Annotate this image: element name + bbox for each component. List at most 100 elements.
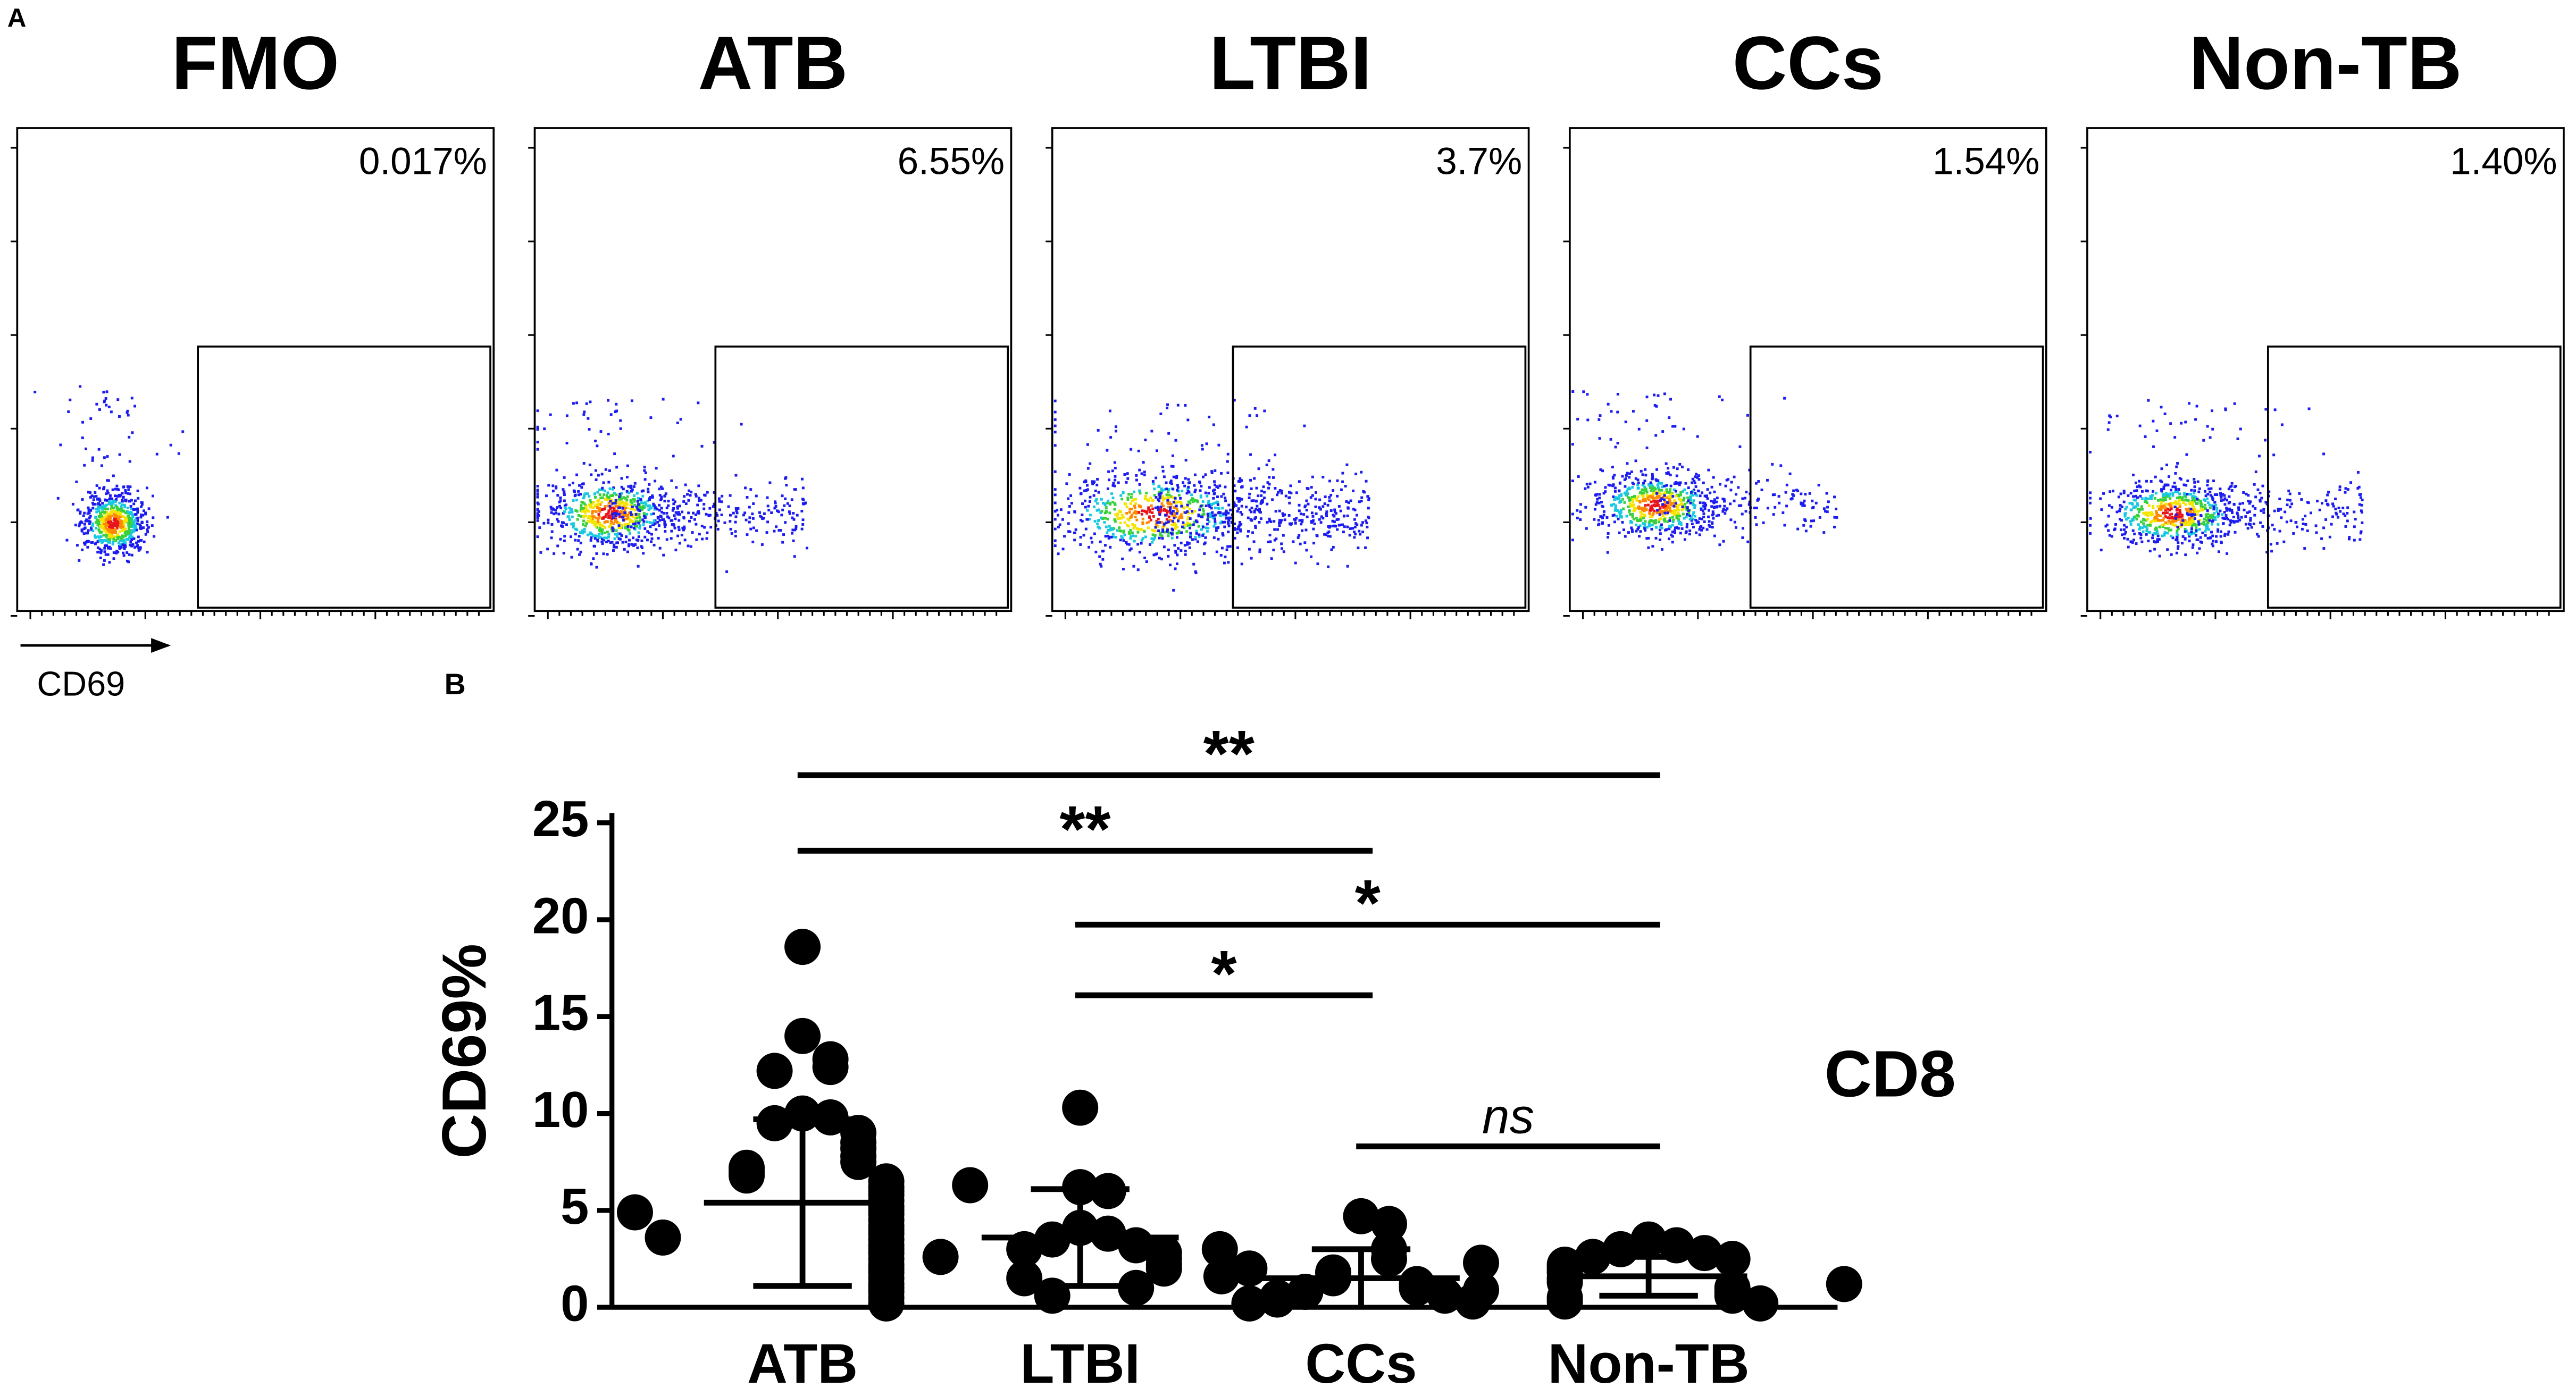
event-dot — [1125, 541, 1128, 544]
event-dot — [2216, 515, 2219, 518]
event-dot — [751, 512, 754, 516]
event-dot — [1635, 529, 1638, 533]
event-dot — [1299, 542, 1302, 545]
event-dot — [2139, 536, 2143, 540]
event-dot — [2261, 484, 2264, 487]
event-dot — [1214, 517, 1216, 520]
event-dot — [1147, 506, 1150, 509]
event-dot — [1644, 520, 1647, 523]
event-dot — [111, 497, 114, 500]
event-dot — [124, 511, 127, 515]
event-dot — [1211, 489, 1215, 492]
event-dot — [805, 546, 808, 550]
event-dot — [1114, 467, 1117, 469]
event-dot — [1070, 502, 1073, 505]
event-dot — [734, 534, 737, 537]
event-dot — [1161, 499, 1165, 502]
event-dot — [2193, 498, 2196, 501]
event-dot — [2272, 453, 2276, 457]
event-dot — [2359, 496, 2362, 499]
event-dot — [1123, 473, 1126, 476]
event-dot — [2176, 536, 2179, 539]
event-dot — [1214, 520, 1217, 523]
event-dot — [1067, 511, 1070, 514]
event-dot — [2289, 499, 2292, 502]
event-dot — [1631, 512, 1634, 516]
event-dot — [2174, 490, 2177, 493]
event-dot — [2199, 503, 2203, 507]
event-dot — [1111, 484, 1115, 487]
event-dot — [1576, 516, 1579, 519]
event-dot — [2134, 494, 2137, 498]
event-dot — [1663, 484, 1666, 487]
event-dot — [1611, 484, 1615, 487]
event-dot — [629, 500, 632, 503]
event-dot — [1211, 511, 1214, 514]
event-dot — [137, 497, 140, 500]
event-dot — [1156, 525, 1159, 528]
event-dot — [1659, 506, 1662, 509]
significance-label: * — [1211, 937, 1236, 1011]
event-dot — [626, 464, 629, 467]
event-dot — [1061, 518, 1064, 521]
event-dot — [1703, 507, 1707, 510]
event-dot — [2159, 519, 2162, 522]
event-dot — [632, 485, 635, 488]
event-dot — [2123, 524, 2126, 527]
event-dot — [2162, 516, 2165, 519]
event-dot — [1134, 498, 1138, 501]
event-dot — [2228, 507, 2231, 510]
event-dot — [2190, 524, 2194, 527]
event-dot — [1593, 481, 1596, 484]
event-dot — [2212, 480, 2215, 483]
event-dot — [1325, 533, 1328, 536]
event-dot — [661, 518, 664, 521]
event-dot — [1611, 466, 1614, 469]
event-dot — [575, 473, 579, 476]
event-dot — [792, 539, 795, 542]
event-dot — [1156, 521, 1159, 524]
event-dot — [597, 520, 600, 523]
event-dot — [1345, 500, 1348, 503]
event-dot — [2278, 529, 2281, 533]
event-dot — [2280, 423, 2284, 426]
event-dot — [2174, 472, 2177, 475]
event-dot — [1220, 495, 1223, 498]
event-dot — [2326, 502, 2329, 506]
event-dot — [1174, 512, 1177, 515]
event-dot — [2271, 524, 2274, 527]
event-dot — [536, 425, 539, 428]
event-dot — [635, 492, 639, 495]
event-dot — [1352, 489, 1355, 492]
event-dot — [1613, 520, 1616, 524]
event-dot — [1782, 511, 1785, 514]
event-dot — [1777, 495, 1780, 498]
event-dot — [1180, 549, 1183, 552]
event-dot — [598, 527, 601, 530]
event-dot — [1200, 504, 1203, 508]
event-dot — [1646, 497, 1649, 500]
event-dot — [1253, 407, 1257, 410]
event-dot — [587, 516, 590, 519]
event-dot — [2190, 527, 2193, 530]
event-dot — [1331, 519, 1334, 523]
event-dot — [1280, 519, 1283, 522]
event-dot — [575, 499, 578, 502]
event-dot — [1150, 537, 1153, 540]
plot-frame — [533, 127, 1013, 612]
event-dot — [1073, 531, 1076, 534]
event-dot — [2130, 519, 2134, 523]
event-dot — [1131, 523, 1134, 526]
event-dot — [594, 440, 597, 442]
event-dot — [1193, 499, 1197, 502]
event-dot — [536, 492, 539, 495]
event-dot — [1771, 493, 1775, 497]
event-dot — [1597, 523, 1600, 526]
event-dot — [1702, 481, 1705, 484]
event-dot — [667, 500, 670, 503]
event-dot — [1114, 536, 1117, 539]
event-dot — [604, 468, 607, 471]
event-dot — [2104, 525, 2107, 528]
event-dot — [1140, 542, 1143, 545]
